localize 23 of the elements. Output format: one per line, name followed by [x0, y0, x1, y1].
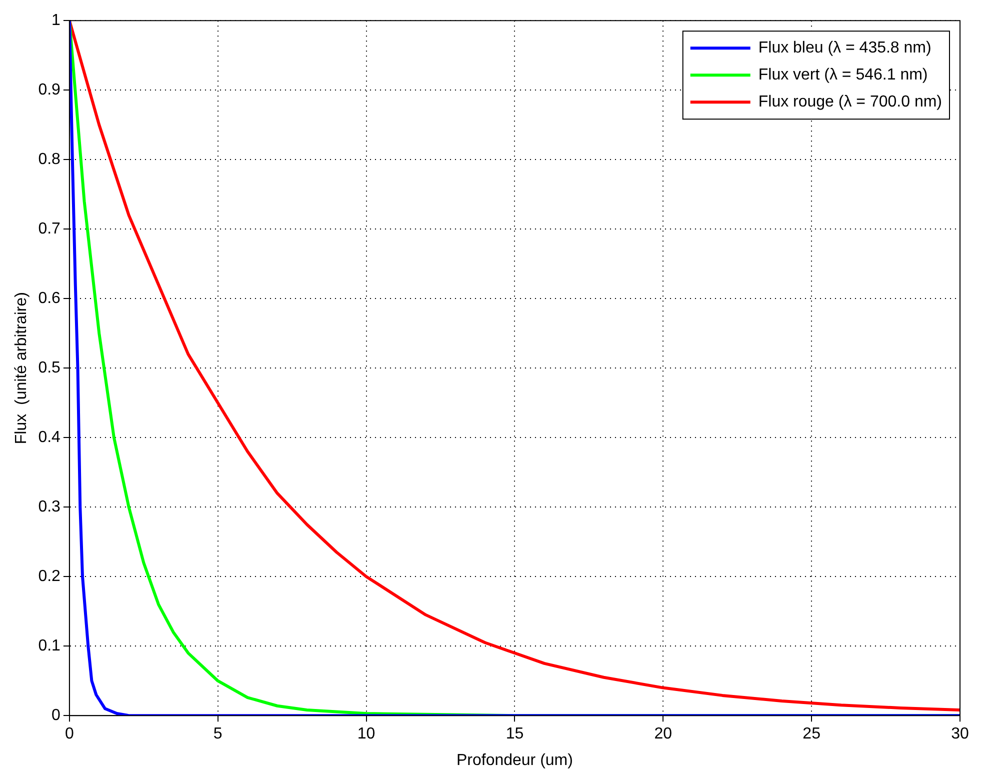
x-tick-label: 0 — [64, 726, 74, 743]
legend-label: Flux rouge (λ = 700.0 nm) — [758, 94, 942, 111]
y-tick-label: 0.4 — [38, 429, 61, 446]
y-tick-label: 0.9 — [38, 82, 61, 99]
y-tick-label: 0.6 — [38, 290, 61, 308]
x-axis-title: Profondeur (um) — [456, 752, 573, 769]
y-tick-label: 1 — [52, 12, 61, 30]
x-tick-label: 10 — [357, 726, 376, 743]
y-tick-label: 0.3 — [38, 498, 61, 516]
x-tick-label: 30 — [951, 726, 969, 743]
x-tick-label: 15 — [506, 726, 524, 743]
legend-label: Flux vert (λ = 546.1 nm) — [758, 66, 928, 84]
legend-label: Flux bleu (λ = 435.8 nm) — [758, 40, 932, 57]
y-tick-label: 0.5 — [38, 360, 61, 377]
y-tick-label: 0.7 — [38, 220, 61, 238]
y-axis-title: Flux (unité arbitraire) — [13, 292, 30, 444]
y-tick-label: 0.1 — [38, 638, 61, 655]
y-tick-label: 0 — [52, 707, 61, 724]
x-tick-label: 5 — [213, 726, 222, 743]
y-tick-label: 0.2 — [38, 568, 61, 586]
y-tick-label: 0.8 — [38, 151, 61, 168]
x-tick-label: 25 — [802, 726, 821, 743]
x-tick-label: 20 — [654, 726, 672, 743]
